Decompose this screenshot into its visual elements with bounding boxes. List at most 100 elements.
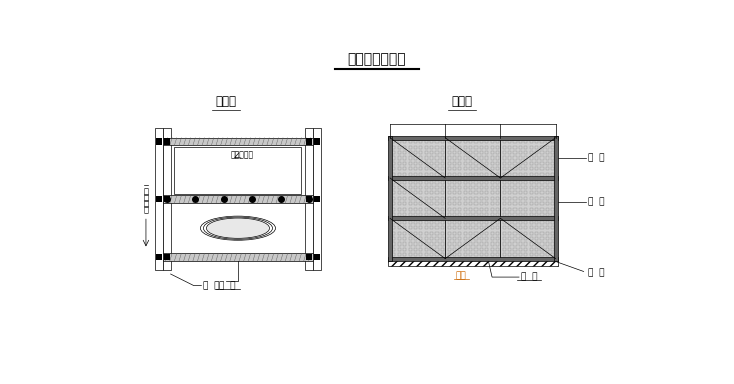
Bar bbox=[540, 162, 543, 165]
Bar bbox=[403, 213, 406, 216]
Bar bbox=[514, 213, 517, 216]
Bar bbox=[546, 242, 549, 245]
Bar bbox=[551, 162, 554, 165]
Bar bbox=[519, 167, 522, 170]
Bar bbox=[535, 186, 538, 189]
Bar bbox=[535, 140, 538, 143]
Bar bbox=[390, 138, 446, 178]
Bar bbox=[403, 167, 406, 170]
Bar bbox=[480, 186, 483, 189]
Bar bbox=[535, 180, 538, 184]
Bar bbox=[551, 180, 554, 184]
Bar bbox=[403, 197, 406, 200]
Bar bbox=[458, 226, 462, 229]
Bar bbox=[496, 242, 499, 245]
Text: 立  杆: 立 杆 bbox=[588, 268, 604, 277]
Bar bbox=[530, 180, 533, 184]
Bar bbox=[430, 242, 433, 245]
Bar bbox=[448, 202, 451, 205]
Bar bbox=[508, 248, 511, 251]
Bar bbox=[485, 207, 488, 210]
Bar bbox=[508, 197, 511, 200]
Bar bbox=[508, 173, 511, 176]
Bar bbox=[393, 180, 396, 184]
Bar bbox=[524, 140, 527, 143]
Bar bbox=[540, 146, 543, 149]
Bar bbox=[403, 140, 406, 143]
Bar bbox=[414, 253, 417, 256]
Bar bbox=[530, 156, 533, 159]
Bar bbox=[398, 140, 401, 143]
Bar bbox=[503, 213, 506, 216]
Bar bbox=[403, 237, 406, 240]
Bar bbox=[464, 237, 467, 240]
Bar bbox=[313, 129, 321, 270]
Text: 普  杆: 普 杆 bbox=[588, 153, 604, 162]
Bar bbox=[430, 186, 433, 189]
Bar bbox=[441, 213, 444, 216]
Bar bbox=[480, 226, 483, 229]
Bar bbox=[503, 221, 506, 224]
Bar bbox=[490, 146, 494, 149]
Bar bbox=[156, 254, 162, 260]
Bar bbox=[403, 191, 406, 194]
Bar bbox=[425, 186, 428, 189]
Bar bbox=[409, 202, 412, 205]
Bar bbox=[551, 207, 554, 210]
Bar bbox=[419, 197, 422, 200]
Bar bbox=[546, 202, 549, 205]
Bar bbox=[425, 191, 428, 194]
Bar bbox=[496, 226, 499, 229]
Bar bbox=[409, 180, 412, 184]
Bar bbox=[530, 151, 533, 154]
Bar bbox=[448, 180, 451, 184]
Bar bbox=[419, 156, 422, 159]
Bar bbox=[398, 197, 401, 200]
Bar bbox=[524, 232, 527, 235]
Bar bbox=[503, 173, 506, 176]
Bar bbox=[490, 191, 494, 194]
Bar bbox=[435, 186, 438, 189]
Bar bbox=[524, 167, 527, 170]
Bar bbox=[469, 213, 472, 216]
Bar bbox=[474, 191, 478, 194]
Bar bbox=[430, 146, 433, 149]
Bar bbox=[453, 146, 456, 149]
Bar bbox=[435, 197, 438, 200]
Bar bbox=[425, 151, 428, 154]
Bar bbox=[403, 156, 406, 159]
Bar bbox=[314, 254, 320, 260]
Bar bbox=[414, 248, 417, 251]
Bar bbox=[435, 213, 438, 216]
Bar bbox=[435, 202, 438, 205]
Bar bbox=[514, 207, 517, 210]
Bar bbox=[490, 162, 494, 165]
Bar bbox=[535, 242, 538, 245]
Bar bbox=[403, 226, 406, 229]
Bar bbox=[519, 197, 522, 200]
Bar bbox=[435, 232, 438, 235]
Bar bbox=[398, 207, 401, 210]
Bar bbox=[546, 248, 549, 251]
Bar bbox=[409, 162, 412, 165]
Bar bbox=[496, 156, 499, 159]
Bar bbox=[519, 140, 522, 143]
Bar bbox=[508, 167, 511, 170]
Bar bbox=[474, 167, 478, 170]
Bar bbox=[519, 180, 522, 184]
Bar bbox=[409, 140, 412, 143]
Bar bbox=[474, 186, 478, 189]
Bar bbox=[435, 253, 438, 256]
Bar bbox=[485, 162, 488, 165]
Bar bbox=[514, 202, 517, 205]
Bar bbox=[474, 173, 478, 176]
Bar bbox=[419, 237, 422, 240]
Bar bbox=[524, 242, 527, 245]
Bar bbox=[414, 140, 417, 143]
Bar bbox=[480, 191, 483, 194]
Bar bbox=[540, 197, 543, 200]
Bar bbox=[393, 191, 396, 194]
Bar bbox=[425, 140, 428, 143]
Bar bbox=[503, 140, 506, 143]
Bar bbox=[480, 162, 483, 165]
